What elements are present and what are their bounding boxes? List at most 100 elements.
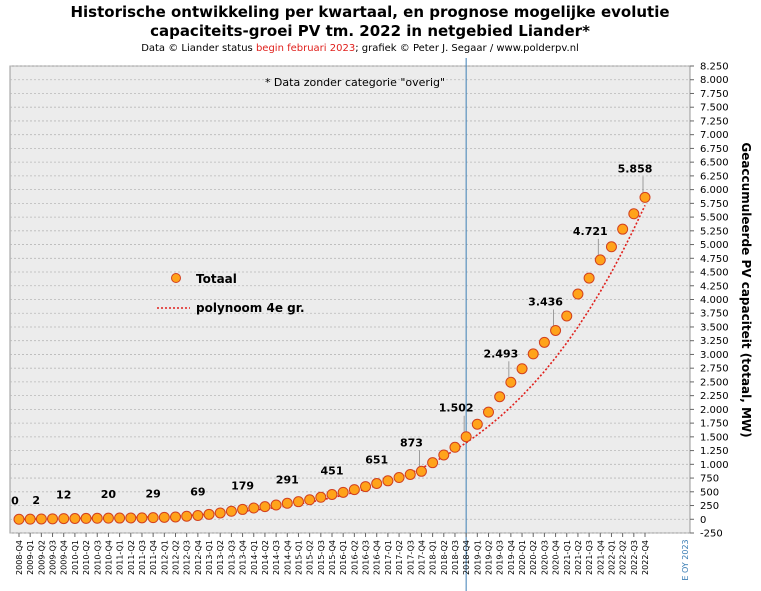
- data-label: 873: [400, 436, 423, 449]
- y-tick-label: 500: [700, 487, 719, 498]
- subtitle-part: Data © Liander status: [141, 43, 256, 54]
- data-point: [427, 457, 439, 469]
- data-label: 20: [101, 488, 117, 501]
- x-tick-label: 2018-Q1: [429, 540, 438, 575]
- data-label: 5.858: [618, 162, 653, 175]
- y-tick-label: 7.250: [700, 116, 729, 127]
- x-tick-label: 2011-Q1: [116, 540, 125, 575]
- y-tick-label: 8.000: [700, 75, 729, 86]
- y-tick-label: 250: [700, 501, 719, 512]
- y-tick-label: 0: [700, 515, 706, 526]
- subtitle-part: begin februari 2023: [256, 43, 355, 54]
- x-tick-label: 2014-Q4: [283, 540, 292, 575]
- data-point: [471, 418, 483, 430]
- data-point: [170, 511, 181, 523]
- y-tick-label: 5.000: [700, 240, 729, 251]
- x-tick-label: 2013-Q2: [216, 540, 225, 575]
- data-point: [605, 241, 617, 253]
- x-tick-label: 2019-Q2: [485, 540, 494, 575]
- x-tick-label: 2020-Q4: [552, 540, 561, 575]
- data-point: [315, 491, 327, 503]
- x-tick-label: 2008-Q4: [15, 540, 24, 575]
- y-tick-label: 1.500: [700, 432, 729, 443]
- data-label: 651: [365, 453, 388, 466]
- data-point: [270, 499, 282, 511]
- x-tick-label: 2015-Q3: [317, 540, 326, 575]
- data-point: [24, 513, 36, 525]
- x-tick-label: 2017-Q4: [417, 540, 426, 575]
- x-tick-label: 2022-Q4: [641, 540, 650, 575]
- data-label: 3.436: [528, 295, 563, 308]
- y-tick-label: 3.250: [700, 336, 729, 347]
- y-tick-label: 5.250: [700, 226, 729, 237]
- data-point: [550, 324, 562, 336]
- x-tick-label: 2021-Q2: [574, 540, 583, 575]
- y-tick-label: 7.500: [700, 103, 729, 114]
- data-point: [639, 191, 651, 203]
- data-label: 451: [321, 464, 344, 477]
- data-point: [147, 512, 159, 524]
- data-label: 179: [231, 479, 254, 492]
- data-point: [80, 512, 92, 524]
- y-tick-label: 2.250: [700, 391, 729, 402]
- data-point: [69, 512, 81, 524]
- data-point: [628, 208, 640, 220]
- data-label: 29: [145, 488, 160, 501]
- data-point: [248, 502, 260, 514]
- y-tick-label: 6.250: [700, 171, 729, 182]
- y-tick-label: 2.500: [700, 377, 729, 388]
- y-tick-label: 1.250: [700, 446, 729, 457]
- chart-title: capaciteits-groei PV tm. 2022 in netgebi…: [150, 22, 590, 40]
- data-point: [460, 431, 472, 443]
- x-tick-label: 2022-Q3: [630, 540, 639, 575]
- y-tick-label: 5.750: [700, 199, 729, 210]
- x-tick-label: 2009-Q2: [37, 540, 46, 575]
- x-tick-label: 2016-Q2: [350, 540, 359, 575]
- data-point: [13, 513, 25, 525]
- data-point: [438, 449, 450, 461]
- data-point: [337, 486, 349, 498]
- data-point: [583, 272, 595, 284]
- data-point: [348, 484, 360, 496]
- data-point: [617, 223, 629, 235]
- data-point: [292, 496, 304, 508]
- data-label: 69: [190, 485, 205, 498]
- data-point: [281, 497, 293, 509]
- legend-label: Totaal: [196, 272, 237, 286]
- footnote: E OY 2023: [681, 539, 690, 580]
- x-tick-label: 2018-Q3: [451, 540, 460, 575]
- x-tick-label: 2018-Q2: [440, 540, 449, 575]
- legend-label: polynoom 4e gr.: [196, 301, 305, 315]
- x-tick-label: 2012-Q2: [172, 540, 181, 575]
- data-point: [404, 468, 416, 480]
- x-tick-label: 2022-Q1: [607, 540, 616, 575]
- y-tick-label: 6.000: [700, 185, 729, 196]
- y-tick-label: 1.000: [700, 460, 729, 471]
- data-point: [572, 288, 584, 300]
- x-tick-label: 2019-Q3: [496, 540, 505, 575]
- data-point: [158, 511, 170, 523]
- y-tick-label: 3.750: [700, 309, 729, 320]
- data-point: [136, 512, 148, 524]
- x-tick-label: 2010-Q2: [82, 540, 91, 575]
- data-point: [516, 363, 528, 375]
- x-tick-label: 2012-Q3: [183, 540, 192, 575]
- data-point: [494, 391, 506, 403]
- data-point: [393, 472, 405, 484]
- data-point: [237, 503, 249, 515]
- x-tick-label: 2013-Q4: [239, 540, 248, 575]
- subtitle-part: ; grafiek © Peter J. Segaar / www.polder…: [355, 43, 579, 54]
- data-point: [505, 376, 517, 388]
- x-tick-label: 2014-Q1: [250, 540, 259, 575]
- data-point: [47, 513, 59, 525]
- y-tick-label: 4.750: [700, 254, 729, 265]
- x-tick-label: 2015-Q4: [328, 540, 337, 575]
- data-point: [360, 481, 372, 493]
- y-tick-label: 2.750: [700, 364, 729, 375]
- data-point: [326, 488, 338, 500]
- data-point: [91, 512, 103, 524]
- x-tick-label: 2013-Q1: [205, 540, 214, 575]
- data-point: [259, 501, 271, 513]
- x-tick-label: 2010-Q3: [93, 540, 102, 575]
